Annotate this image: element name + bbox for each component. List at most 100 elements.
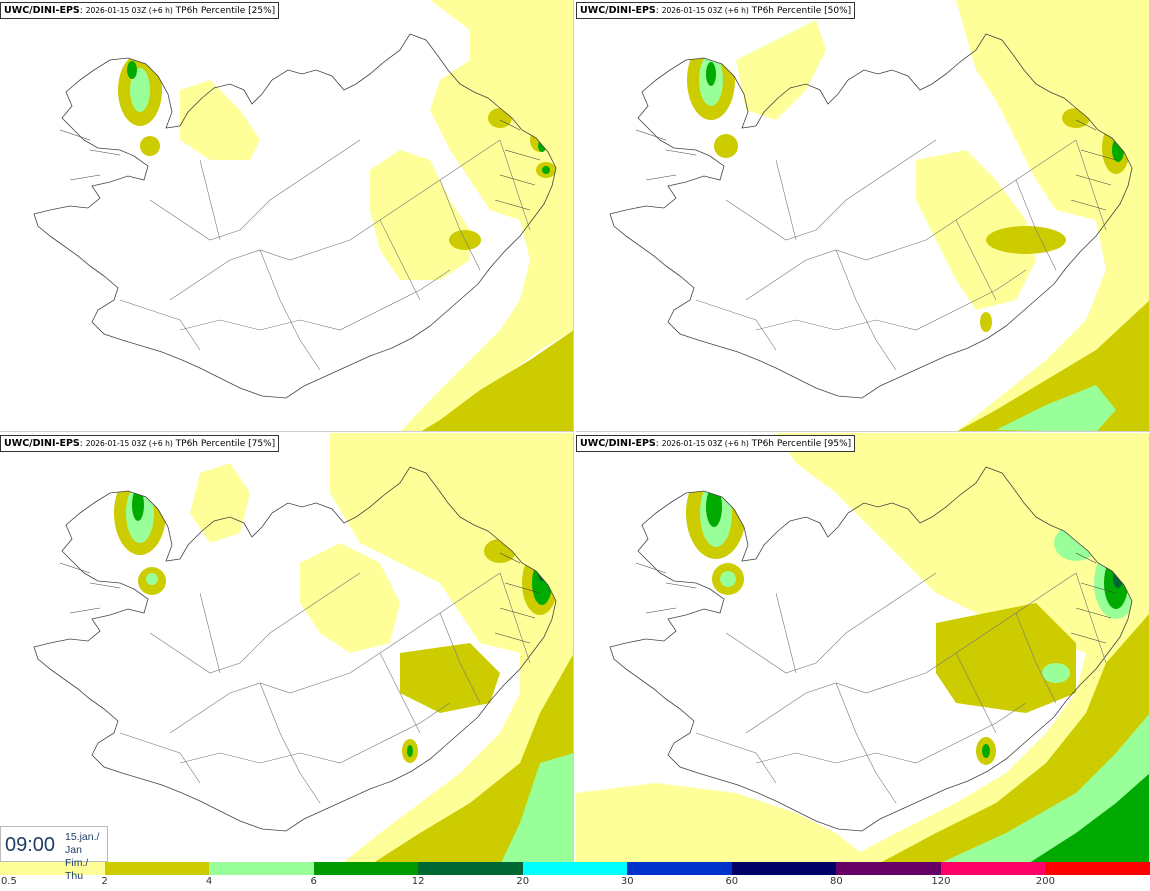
precip-area-land [916, 150, 1036, 310]
precip-area [736, 20, 826, 120]
road-line [835, 249, 897, 371]
model-name: UWC/DINI-EPS [4, 438, 80, 449]
road-line [179, 702, 451, 764]
road-line [725, 139, 937, 241]
map-panel-p75: UWC/DINI-EPS: 2026-01-15 03Z (+6 h) TP6h… [0, 433, 574, 865]
precip-cell [982, 744, 990, 758]
field-name: TP6h Percentile [95%] [751, 439, 852, 449]
road-line [1075, 572, 1107, 664]
road-line [755, 269, 1027, 331]
colorbar-segment [313, 862, 419, 875]
road-line [835, 682, 897, 804]
colorbar-tick-label: 80 [829, 876, 843, 887]
panel-title: UWC/DINI-EPS: 2026-01-15 03Z (+6 h) TP6h… [0, 2, 280, 19]
precip-cell [986, 226, 1066, 254]
road-line [179, 269, 451, 331]
precip-map-p75 [33, 433, 573, 864]
road-line [119, 732, 201, 784]
model-name: UWC/DINI-EPS [580, 438, 656, 449]
road-line [499, 139, 531, 231]
field-name: TP6h Percentile [50%] [751, 6, 852, 16]
road-line [955, 652, 997, 734]
colorbar-tick-label: 200 [1035, 876, 1055, 887]
road-line [955, 219, 997, 301]
land-area [34, 34, 556, 398]
precip-cell [130, 68, 150, 112]
precip-map-p25 [33, 0, 573, 431]
precip-cell [132, 489, 144, 521]
road-line [439, 612, 481, 704]
road-line [695, 732, 777, 784]
precip-cell [714, 134, 738, 158]
precip-area-land [936, 603, 1076, 713]
coastline [33, 466, 557, 832]
run-time: 2026-01-15 03Z (+6 h) [661, 439, 749, 448]
colorbar-segment [731, 862, 837, 875]
precip-colorbar [0, 862, 1150, 875]
model-name: UWC/DINI-EPS [4, 5, 80, 16]
panel-title: UWC/DINI-EPS: 2026-01-15 03Z (+6 h) TP6h… [0, 435, 280, 452]
road-line [199, 592, 221, 674]
road-line [1015, 612, 1057, 704]
road-line [499, 572, 531, 664]
road-line [149, 139, 361, 241]
precip-map-p95 [576, 433, 1149, 864]
fjord-lines [59, 552, 541, 644]
field-name: TP6h Percentile [75%] [175, 439, 276, 449]
precip-cell [140, 136, 160, 156]
colorbar-segment [418, 862, 523, 875]
colorbar-tick-label: 60 [725, 876, 739, 887]
precip-cell [127, 61, 137, 79]
precip-area [421, 330, 573, 431]
road-line [775, 159, 797, 241]
road-line [745, 139, 1077, 301]
precip-area [996, 385, 1116, 431]
precip-cell [1042, 663, 1070, 683]
panel-title: UWC/DINI-EPS: 2026-01-15 03Z (+6 h) TP6h… [576, 2, 856, 19]
colorbar-ticks: 0.5 2 4 6 12 20 30 60 80 120 200 [0, 876, 1150, 890]
colorbar-tick-label: 2 [101, 876, 108, 887]
colorbar-tick-label: 6 [310, 876, 317, 887]
coastline [609, 466, 1133, 832]
model-name: UWC/DINI-EPS [580, 5, 656, 16]
precip-area-land [400, 643, 500, 713]
colorbar-segment [940, 862, 1046, 875]
precip-area [576, 783, 875, 864]
precip-area [500, 753, 573, 864]
field-name: TP6h Percentile [25%] [175, 6, 276, 16]
precip-cell [706, 487, 722, 527]
colorbar-segment [104, 862, 210, 875]
precip-cell [146, 573, 158, 585]
fjord-lines [635, 119, 1117, 211]
colorbar-tick-label: 20 [516, 876, 530, 887]
colorbar-segment [627, 862, 732, 875]
road-line [199, 159, 221, 241]
road-line [379, 219, 421, 301]
fjord-lines [59, 119, 541, 211]
precip-area [371, 654, 573, 864]
valid-clock: 09:00 [5, 834, 56, 856]
road-line [1075, 139, 1107, 231]
colorbar-tick-label: 4 [205, 876, 213, 887]
precip-area-land [300, 543, 400, 653]
road-line [755, 702, 1027, 764]
precip-map-p50 [609, 0, 1149, 431]
road-line [695, 299, 777, 351]
map-panel-p95: UWC/DINI-EPS: 2026-01-15 03Z (+6 h) TP6h… [576, 433, 1150, 865]
road-line [259, 682, 321, 804]
road-line [725, 572, 937, 674]
road-line [169, 139, 501, 301]
run-time: 2026-01-15 03Z (+6 h) [85, 6, 173, 15]
precip-area-land [370, 150, 470, 280]
road-line [775, 592, 797, 674]
land-area [610, 34, 1132, 398]
road-line [1015, 179, 1057, 271]
colorbar-tick-label: 30 [620, 876, 634, 887]
coastline [609, 33, 1133, 399]
road-line [745, 572, 1077, 734]
colorbar-tick-label: 120 [931, 876, 951, 887]
colorbar-tick-label: 0.5 [1, 876, 17, 887]
run-time: 2026-01-15 03Z (+6 h) [661, 6, 749, 15]
colorbar-tick-label: 12 [411, 876, 425, 887]
colorbar-segment [1045, 862, 1150, 875]
